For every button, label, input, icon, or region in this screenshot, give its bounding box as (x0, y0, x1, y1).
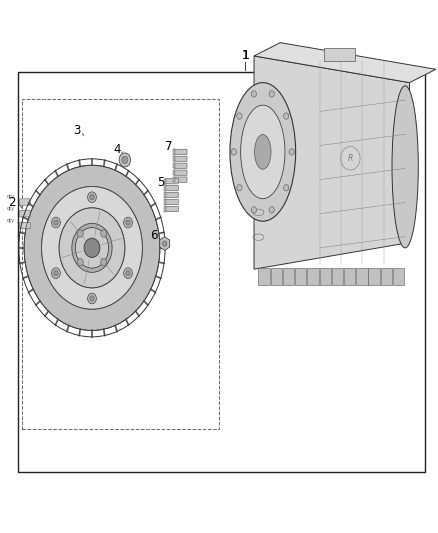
FancyBboxPatch shape (165, 179, 178, 184)
Bar (164, 185, 166, 191)
Circle shape (59, 208, 125, 288)
Bar (173, 163, 175, 168)
Bar (164, 206, 166, 212)
Ellipse shape (230, 83, 296, 221)
Bar (320, 268, 331, 285)
Text: qty: qty (7, 206, 15, 211)
Circle shape (237, 184, 242, 191)
Bar (307, 268, 318, 285)
Bar (18, 72, 425, 472)
FancyBboxPatch shape (20, 199, 30, 205)
Text: 1: 1 (241, 50, 249, 62)
Circle shape (283, 184, 289, 191)
FancyBboxPatch shape (165, 185, 178, 191)
Bar (173, 156, 175, 161)
Circle shape (101, 259, 107, 266)
Circle shape (251, 207, 257, 213)
Circle shape (77, 230, 83, 237)
Circle shape (126, 270, 130, 276)
Circle shape (124, 217, 132, 228)
Circle shape (237, 113, 242, 119)
FancyBboxPatch shape (165, 199, 178, 205)
Circle shape (54, 270, 58, 276)
Bar (173, 177, 175, 182)
FancyBboxPatch shape (165, 192, 178, 198)
FancyBboxPatch shape (20, 222, 30, 229)
Bar (173, 149, 175, 155)
Text: 3: 3 (73, 124, 80, 137)
Bar (164, 179, 166, 184)
Text: 2: 2 (8, 196, 16, 209)
Circle shape (269, 91, 274, 97)
Circle shape (289, 149, 294, 155)
Polygon shape (254, 56, 410, 269)
Circle shape (88, 293, 96, 304)
FancyBboxPatch shape (174, 177, 187, 182)
Bar (295, 268, 307, 285)
Circle shape (101, 230, 107, 237)
Bar (258, 268, 270, 285)
Polygon shape (254, 43, 436, 83)
Text: 4: 4 (113, 143, 121, 156)
Circle shape (77, 259, 83, 266)
Circle shape (283, 113, 289, 119)
Circle shape (90, 195, 94, 200)
Bar (368, 268, 380, 285)
FancyBboxPatch shape (20, 211, 30, 217)
FancyBboxPatch shape (174, 163, 187, 168)
Bar (344, 268, 355, 285)
Bar (22, 99, 219, 429)
FancyBboxPatch shape (165, 206, 178, 212)
Bar (271, 268, 282, 285)
Text: qty: qty (7, 217, 15, 223)
Bar (283, 268, 294, 285)
Text: qty: qty (7, 194, 15, 199)
Ellipse shape (254, 134, 271, 169)
Text: 5: 5 (158, 176, 165, 189)
Bar (164, 192, 166, 198)
Text: 6: 6 (150, 229, 158, 242)
Bar (356, 268, 367, 285)
Circle shape (90, 296, 94, 301)
Circle shape (119, 153, 131, 167)
Bar (393, 268, 404, 285)
Bar (332, 268, 343, 285)
Bar (164, 199, 166, 205)
Circle shape (251, 91, 257, 97)
Circle shape (52, 217, 60, 228)
Ellipse shape (392, 86, 418, 248)
Bar (381, 268, 392, 285)
Bar (173, 170, 175, 175)
Circle shape (54, 220, 58, 225)
Circle shape (88, 192, 96, 203)
FancyBboxPatch shape (174, 156, 187, 161)
Circle shape (124, 268, 132, 278)
Circle shape (126, 220, 130, 225)
Circle shape (269, 207, 274, 213)
Ellipse shape (240, 105, 285, 199)
FancyBboxPatch shape (174, 170, 187, 175)
Text: 1: 1 (241, 50, 249, 62)
Circle shape (122, 156, 128, 164)
Bar (324, 48, 355, 61)
Text: R: R (348, 154, 353, 163)
Circle shape (52, 268, 60, 278)
Circle shape (162, 241, 167, 246)
Circle shape (231, 149, 237, 155)
Text: 7: 7 (165, 140, 173, 152)
Circle shape (84, 238, 100, 257)
FancyBboxPatch shape (174, 149, 187, 155)
Polygon shape (160, 237, 170, 251)
